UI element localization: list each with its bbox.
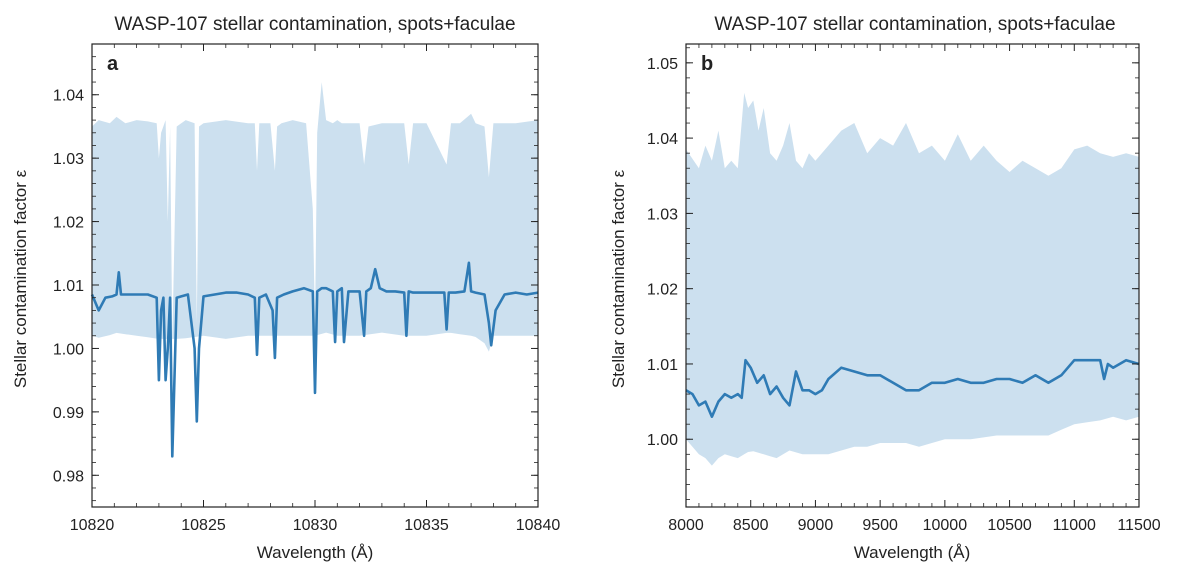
panel-b-frame [685, 43, 1140, 508]
x-tick-label: 10835 [404, 517, 449, 534]
y-tick-label: 1.03 [647, 206, 678, 223]
x-tick-label: 9500 [862, 517, 898, 534]
y-tick-label: 1.04 [53, 88, 84, 105]
panel-a-median-line [90, 261, 539, 458]
y-tick-label: 1.04 [647, 131, 678, 148]
x-tick-label: 8500 [733, 517, 769, 534]
panel-a-xlabel: Wavelength (Å) [257, 543, 374, 562]
x-tick-label: 11500 [1117, 517, 1160, 534]
panel-b-label: b [701, 53, 713, 75]
y-tick-label: 1.05 [647, 56, 678, 73]
panel-b-ylabel: Stellar contamination factor ε [609, 169, 628, 388]
y-tick-label: 1.01 [647, 357, 678, 374]
panel-a-uncertainty-band [92, 82, 538, 352]
y-tick-label: 1.03 [53, 151, 84, 168]
x-tick-label: 10500 [987, 517, 1032, 534]
x-tick-label: 10830 [293, 517, 338, 534]
x-tick-label: 8000 [668, 517, 704, 534]
y-tick-label: 1.00 [53, 341, 84, 358]
x-tick-label: 10825 [181, 517, 226, 534]
panel-a-label: a [107, 53, 119, 75]
panel-a-title: WASP-107 stellar contamination, spots+fa… [114, 14, 515, 35]
x-tick-label: 10840 [516, 517, 561, 534]
panel-b-xlabel: Wavelength (Å) [854, 543, 971, 562]
y-tick-label: 1.01 [53, 278, 84, 295]
panel-a-ylabel: Stellar contamination factor ε [11, 169, 30, 388]
x-tick-label: 10820 [70, 517, 115, 534]
y-tick-label: 1.02 [53, 215, 84, 232]
y-tick-label: 0.98 [53, 468, 84, 485]
x-tick-label: 10000 [923, 517, 968, 534]
panel-b-title: WASP-107 stellar contamination, spots+fa… [714, 14, 1115, 35]
panel-b-uncertainty-band [686, 92, 1139, 466]
y-tick-label: 1.02 [647, 282, 678, 299]
x-tick-label: 11000 [1053, 517, 1096, 534]
y-tick-label: 0.99 [53, 405, 84, 422]
x-tick-label: 9000 [798, 517, 834, 534]
panel-b-median-line [685, 358, 1140, 418]
y-tick-label: 1.00 [647, 432, 678, 449]
